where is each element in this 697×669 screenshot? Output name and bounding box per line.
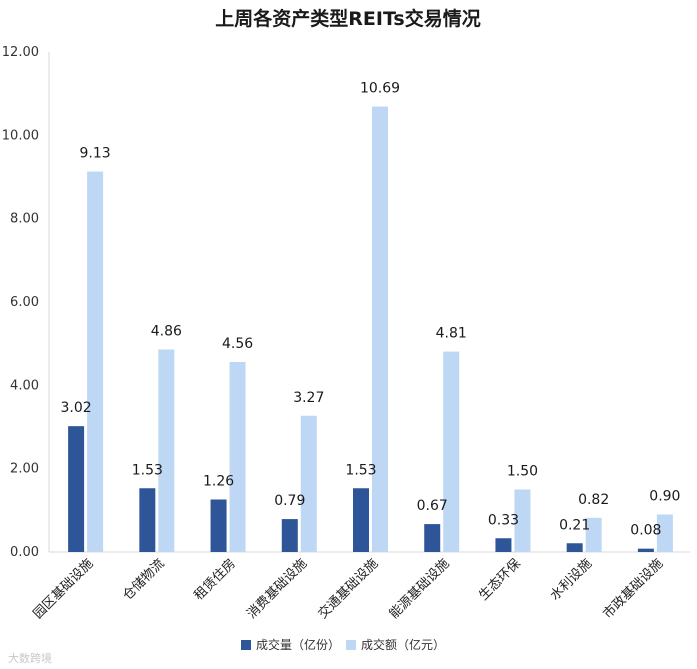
bar-turnover — [585, 517, 602, 552]
bars — [68, 106, 673, 553]
legend: 成交量（亿份） 成交额（亿元） — [241, 637, 445, 652]
bar-volume — [281, 519, 298, 552]
y-tick-label: 10.00 — [2, 128, 39, 143]
data-label-turnover: 4.56 — [222, 336, 253, 352]
category-label: 市政基础设施 — [600, 556, 666, 622]
legend-swatch-volume — [241, 640, 251, 650]
data-label-volume: 0.08 — [630, 523, 661, 539]
data-label-turnover: 0.90 — [649, 489, 680, 505]
data-label-turnover: 4.86 — [151, 324, 182, 340]
data-label-turnover: 10.69 — [360, 81, 400, 97]
data-label-turnover: 1.50 — [507, 464, 538, 480]
category-label: 交通基础设施 — [315, 556, 381, 622]
data-label-volume: 1.53 — [132, 462, 163, 478]
bar-volume — [566, 543, 583, 552]
bar-volume — [424, 524, 441, 552]
data-label-volume: 0.67 — [417, 498, 448, 514]
data-label-turnover: 3.27 — [293, 390, 324, 406]
data-label-turnover: 9.13 — [80, 146, 111, 162]
bar-turnover — [300, 415, 317, 552]
bar-volume — [68, 426, 85, 552]
bar-volume — [210, 499, 227, 552]
y-tick-label: 4.00 — [10, 378, 39, 393]
category-label: 园区基础设施 — [31, 556, 97, 622]
bar-turnover — [372, 106, 388, 552]
y-tick-label: 2.00 — [10, 462, 39, 477]
bar-turnover — [87, 171, 104, 553]
chart-title: 上周各资产类型REITs交易情况 — [215, 7, 480, 30]
bar-turnover — [229, 362, 246, 552]
data-label-turnover: 0.82 — [578, 492, 609, 508]
category-label: 能源基础设施 — [387, 556, 453, 622]
bar-turnover — [443, 351, 460, 552]
legend-swatch-turnover — [346, 640, 356, 650]
y-tick-label: 8.00 — [10, 212, 39, 227]
bar-volume — [637, 548, 654, 552]
legend-label-volume: 成交量（亿份） — [256, 637, 340, 652]
watermark: 大数跨境 — [8, 651, 52, 665]
bar-volume — [139, 488, 156, 552]
legend-label-turnover: 成交额（亿元） — [361, 637, 445, 652]
x-axis: 园区基础设施 仓储物流 租赁住房 消费基础设施 交通基础设施 能源基础设施 生态环保 水利设施… — [31, 556, 667, 622]
data-label-volume: 0.33 — [488, 512, 519, 528]
data-label-volume: 3.02 — [61, 400, 92, 416]
y-tick-label: 12.00 — [2, 45, 39, 60]
data-label-volume: 1.26 — [203, 474, 234, 490]
y-axis: 0.00 2.00 4.00 6.00 8.00 10.00 12.00 — [2, 45, 690, 560]
y-tick-label: 0.00 — [10, 545, 39, 560]
data-label-volume: 0.79 — [274, 493, 305, 509]
data-labels: 3.02 9.13 1.53 4.86 1.26 4.56 0.79 3.27 1.53 10.6… — [61, 81, 681, 539]
category-label: 水利设施 — [548, 556, 595, 603]
data-label-volume: 0.21 — [559, 517, 590, 533]
category-label: 租赁住房 — [191, 556, 239, 604]
bar-volume — [495, 538, 512, 552]
bar-turnover — [514, 489, 531, 552]
y-tick-label: 6.00 — [10, 295, 39, 310]
category-label: 消费基础设施 — [244, 556, 310, 622]
bar-turnover — [656, 514, 673, 552]
bar-turnover — [158, 349, 175, 552]
bar-volume — [353, 488, 369, 552]
data-label-volume: 1.53 — [345, 462, 376, 478]
category-label: 仓储物流 — [120, 556, 167, 603]
data-label-turnover: 4.81 — [436, 326, 467, 342]
category-label: 生态环保 — [476, 556, 523, 603]
